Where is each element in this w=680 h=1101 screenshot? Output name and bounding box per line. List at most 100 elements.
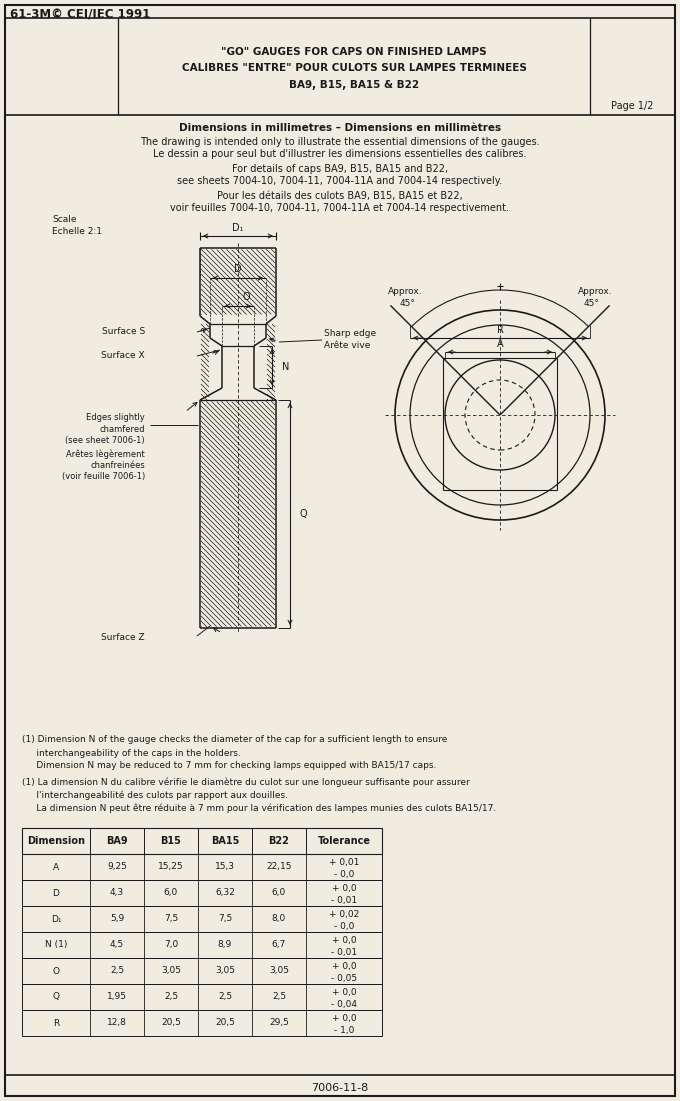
Text: BA15: BA15 (211, 836, 239, 846)
Bar (22, 854, 382, 880)
Text: 7006-11-8: 7006-11-8 (311, 1083, 369, 1093)
Text: D: D (52, 889, 59, 897)
Text: - 0,04: - 0,04 (331, 1000, 357, 1009)
Text: 45°: 45° (584, 298, 600, 307)
Text: R: R (496, 325, 503, 335)
Text: Page 1/2: Page 1/2 (611, 101, 653, 111)
Text: + 0,01: + 0,01 (329, 858, 359, 866)
Text: - 0,0: - 0,0 (334, 922, 354, 930)
Text: 7,0: 7,0 (164, 940, 178, 949)
Text: B22: B22 (269, 836, 290, 846)
Text: (1) Dimension N of the gauge checks the diameter of the cap for a sufficient len: (1) Dimension N of the gauge checks the … (22, 735, 447, 744)
Bar (22, 880, 382, 906)
Text: 12,8: 12,8 (107, 1018, 127, 1027)
Text: CALIBRES "ENTRE" POUR CULOTS SUR LAMPES TERMINEES: CALIBRES "ENTRE" POUR CULOTS SUR LAMPES … (182, 63, 526, 73)
Bar (22, 906, 382, 933)
Text: (see sheet 7006-1): (see sheet 7006-1) (65, 436, 145, 446)
Text: Surface Z: Surface Z (101, 633, 145, 643)
Text: Dimension: Dimension (27, 836, 85, 846)
Text: - 0,01: - 0,01 (331, 948, 357, 957)
Text: Tolerance: Tolerance (318, 836, 371, 846)
Text: O: O (242, 292, 250, 302)
Text: + 0,0: + 0,0 (332, 883, 356, 893)
Text: Sharp edge: Sharp edge (324, 328, 376, 338)
Text: see sheets 7004-10, 7004-11, 7004-11A and 7004-14 respectively.: see sheets 7004-10, 7004-11, 7004-11A an… (177, 176, 503, 186)
Text: 6,0: 6,0 (272, 889, 286, 897)
Text: The drawing is intended only to illustrate the essential dimensions of the gauge: The drawing is intended only to illustra… (140, 137, 540, 148)
Text: + 0,0: + 0,0 (332, 1014, 356, 1023)
Text: La dimension N peut être réduite à 7 mm pour la vérification des lampes munies d: La dimension N peut être réduite à 7 mm … (22, 804, 496, 813)
Text: Edges slightly: Edges slightly (86, 414, 145, 423)
Text: 9,25: 9,25 (107, 862, 127, 872)
Text: Q: Q (52, 992, 60, 1002)
Text: 29,5: 29,5 (269, 1018, 289, 1027)
Bar (22, 984, 382, 1010)
Text: Dimensions in millimetres – Dimensions en millimètres: Dimensions in millimetres – Dimensions e… (179, 123, 501, 133)
Text: O: O (52, 967, 60, 975)
Text: A: A (496, 339, 503, 349)
Text: N: N (282, 362, 290, 372)
Text: - 0,01: - 0,01 (331, 895, 357, 905)
Text: 61-3M© CEI/IEC 1991: 61-3M© CEI/IEC 1991 (10, 8, 150, 21)
Text: + 0,0: + 0,0 (332, 936, 356, 945)
Text: BA9: BA9 (106, 836, 128, 846)
Text: 20,5: 20,5 (161, 1018, 181, 1027)
Text: (1) La dimension N du calibre vérifie le diamètre du culot sur une longueur suff: (1) La dimension N du calibre vérifie le… (22, 777, 470, 787)
Text: - 1,0: - 1,0 (334, 1025, 354, 1035)
Text: chamfered: chamfered (99, 425, 145, 435)
Text: Approx.: Approx. (388, 287, 422, 296)
Text: 2,5: 2,5 (272, 992, 286, 1002)
Text: + 0,0: + 0,0 (332, 988, 356, 996)
Text: B15: B15 (160, 836, 182, 846)
Text: Q: Q (299, 509, 307, 519)
Text: 2,5: 2,5 (110, 967, 124, 975)
Text: 45°: 45° (400, 298, 416, 307)
Text: R: R (53, 1018, 59, 1027)
Bar (22, 933, 382, 958)
Text: Pour les détails des culots BA9, B15, BA15 et B22,: Pour les détails des culots BA9, B15, BA… (217, 190, 463, 201)
Text: 2,5: 2,5 (164, 992, 178, 1002)
Text: D: D (234, 264, 242, 274)
Text: Dimension N may be reduced to 7 mm for checking lamps equipped with BA15/17 caps: Dimension N may be reduced to 7 mm for c… (22, 762, 437, 771)
Text: 22,15: 22,15 (267, 862, 292, 872)
Text: + 0,0: + 0,0 (332, 961, 356, 970)
Text: voir feuilles 7004-10, 7004-11, 7004-11A et 7004-14 respectivement.: voir feuilles 7004-10, 7004-11, 7004-11A… (171, 203, 509, 212)
Text: 4,3: 4,3 (110, 889, 124, 897)
Text: chanfreinées: chanfreinées (90, 460, 145, 469)
Text: Approx.: Approx. (578, 287, 612, 296)
Text: 3,05: 3,05 (269, 967, 289, 975)
Text: 15,25: 15,25 (158, 862, 184, 872)
Text: 1,95: 1,95 (107, 992, 127, 1002)
Text: BA9, B15, BA15 & B22: BA9, B15, BA15 & B22 (289, 80, 419, 90)
Text: interchangeability of the caps in the holders.: interchangeability of the caps in the ho… (22, 749, 241, 757)
Text: 3,05: 3,05 (161, 967, 181, 975)
Text: D₁: D₁ (233, 224, 243, 233)
Text: Scale: Scale (52, 216, 76, 225)
Text: 6,7: 6,7 (272, 940, 286, 949)
Text: For details of caps BA9, B15, BA15 and B22,: For details of caps BA9, B15, BA15 and B… (232, 164, 448, 174)
Text: "GO" GAUGES FOR CAPS ON FINISHED LAMPS: "GO" GAUGES FOR CAPS ON FINISHED LAMPS (221, 47, 487, 57)
Text: 7,5: 7,5 (164, 915, 178, 924)
Text: Surface X: Surface X (101, 351, 145, 360)
Text: - 0,0: - 0,0 (334, 870, 354, 879)
Text: 15,3: 15,3 (215, 862, 235, 872)
Bar (22, 828, 382, 854)
Text: N (1): N (1) (45, 940, 67, 949)
Text: Arête vive: Arête vive (324, 341, 371, 350)
Text: (voir feuille 7006-1): (voir feuille 7006-1) (62, 471, 145, 480)
Text: 6,0: 6,0 (164, 889, 178, 897)
Text: Echelle 2:1: Echelle 2:1 (52, 227, 102, 236)
Bar (22, 1010, 382, 1036)
Text: 2,5: 2,5 (218, 992, 232, 1002)
Text: l'interchangeabilité des culots par rapport aux douilles.: l'interchangeabilité des culots par rapp… (22, 791, 288, 799)
Text: Surface S: Surface S (102, 327, 145, 337)
Text: 8,0: 8,0 (272, 915, 286, 924)
Text: Le dessin a pour seul but d'illustrer les dimensions essentielles des calibres.: Le dessin a pour seul but d'illustrer le… (153, 149, 527, 159)
Text: 5,9: 5,9 (110, 915, 124, 924)
Text: 20,5: 20,5 (215, 1018, 235, 1027)
Text: 6,32: 6,32 (215, 889, 235, 897)
Text: + 0,02: + 0,02 (329, 909, 359, 918)
Text: 7,5: 7,5 (218, 915, 232, 924)
Text: 3,05: 3,05 (215, 967, 235, 975)
Text: D₁: D₁ (51, 915, 61, 924)
